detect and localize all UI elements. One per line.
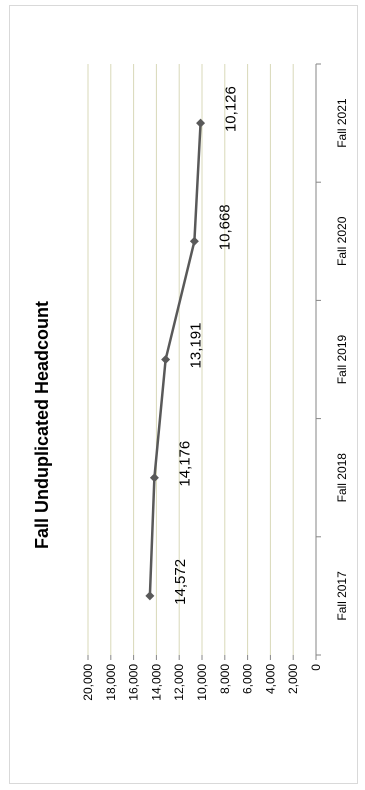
data-point-marker <box>161 355 171 364</box>
data-label: 14,176 <box>176 441 193 487</box>
data-label: 14,572 <box>172 559 189 605</box>
category-tick-label: Fall 2020 <box>335 216 349 266</box>
value-tick-label: 0 <box>309 664 323 671</box>
category-tick-label: Fall 2019 <box>335 334 349 384</box>
value-tick-label: 4,000 <box>263 664 277 694</box>
value-tick-label: 2,000 <box>286 664 300 694</box>
value-tick-label: 18,000 <box>104 664 118 701</box>
data-point-marker <box>145 591 155 601</box>
data-series: 14,572 14,176 13,191 10,668 10,126 <box>145 86 240 605</box>
chart-title: Fall Unduplicated Headcount <box>32 301 52 549</box>
data-label: 13,191 <box>188 323 205 369</box>
axes: 0 2,000 4,000 6,000 8,000 10,000 12,000 14,000 1… <box>81 63 349 701</box>
value-tick-label: 20,000 <box>81 664 95 701</box>
value-tick-label: 6,000 <box>241 664 255 694</box>
gridlines <box>87 64 294 655</box>
value-tick-label: 8,000 <box>218 664 232 694</box>
value-tick-label: 14,000 <box>149 664 163 701</box>
category-tick-label: Fall 2021 <box>335 98 349 148</box>
data-point-marker <box>189 236 199 246</box>
category-tick-label: Fall 2017 <box>335 571 349 621</box>
value-tick-label: 12,000 <box>172 664 186 701</box>
data-label: 10,668 <box>216 204 233 250</box>
chart-frame <box>9 5 358 784</box>
data-label: 10,126 <box>223 86 240 132</box>
value-tick-label: 10,000 <box>195 664 209 701</box>
data-point-marker <box>196 118 206 128</box>
data-point-marker <box>149 473 159 483</box>
value-tick-label: 16,000 <box>127 664 141 701</box>
category-tick-label: Fall 2018 <box>335 453 349 503</box>
